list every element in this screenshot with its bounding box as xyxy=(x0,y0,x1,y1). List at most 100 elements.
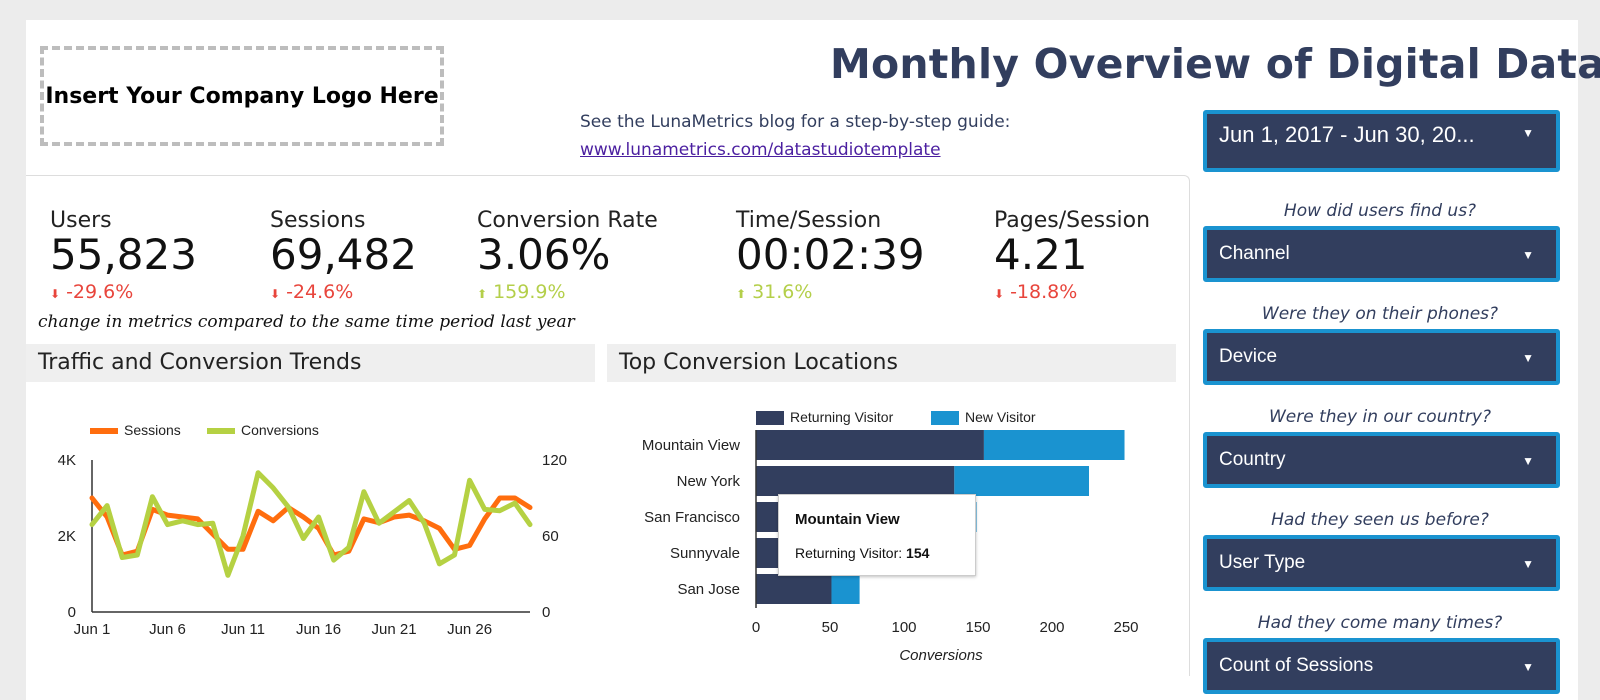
legend-returning-visitor[interactable]: Returning Visitor xyxy=(756,409,894,426)
x-tick-label: 0 xyxy=(752,619,760,636)
legend-label: Sessions xyxy=(124,422,181,438)
kpi-change: ⬇ -29.6% xyxy=(50,281,197,303)
x-tick-label: Jun 11 xyxy=(221,621,265,638)
filter-value: Country xyxy=(1219,449,1286,470)
tooltip-series: Returning Visitor: xyxy=(795,545,903,561)
filter-value: Device xyxy=(1219,346,1278,367)
chevron-down-icon: ▼ xyxy=(1522,351,1534,365)
chevron-down-icon: ▼ xyxy=(1522,557,1534,571)
kpi-value: 55,823 xyxy=(50,230,197,279)
channel-filter[interactable]: Channel ▼ xyxy=(1203,226,1560,282)
kpi-change: ⬆ 31.6% xyxy=(736,281,925,303)
kpi-users: Users 55,823 ⬇ -29.6% xyxy=(50,208,197,303)
kpi-label: Users xyxy=(50,208,112,233)
guide-text: See the LunaMetrics blog for a step-by-s… xyxy=(580,112,1011,132)
filter-value: Channel xyxy=(1219,243,1290,264)
locations-section-title: Top Conversion Locations xyxy=(607,344,1176,382)
kpi-change: ⬆ 159.9% xyxy=(477,281,658,303)
x-tick-label: 150 xyxy=(965,619,990,636)
category-label: Mountain View xyxy=(642,437,740,454)
legend-swatch xyxy=(207,428,235,435)
arrow-down-icon: ⬇ xyxy=(994,287,1005,301)
trends-line-chart[interactable]: 0 2K 4K 0 60 120 Jun 1 Jun 6 Jun 11 Jun 16 Jun 21 J… xyxy=(40,440,580,650)
filter-question: Were they in our country? xyxy=(1269,407,1491,427)
count-of-sessions-filter[interactable]: Count of Sessions ▼ xyxy=(1203,638,1560,694)
bar-returning-visitor xyxy=(756,574,832,604)
legend-new-visitor[interactable]: New Visitor xyxy=(931,409,1036,426)
kpi-pages-per-session: Pages/Session 4.21 ⬇ -18.8% xyxy=(994,208,1150,303)
bar-new-visitor xyxy=(954,466,1089,496)
bar-returning-visitor xyxy=(756,430,984,460)
kpi-conversion-rate: Conversion Rate 3.06% ⬆ 159.9% xyxy=(477,208,658,303)
y-right-tick-label: 0 xyxy=(542,604,550,621)
legend-label: Conversions xyxy=(241,422,319,438)
category-label: San Francisco xyxy=(644,509,740,526)
chevron-down-icon: ▼ xyxy=(1522,248,1534,262)
kpi-label: Pages/Session xyxy=(994,208,1151,233)
date-range-picker[interactable]: Jun 1, 2017 - Jun 30, 20... ▼ xyxy=(1203,110,1560,172)
kpi-change: ⬇ -24.6% xyxy=(270,281,417,303)
kpi-value: 69,482 xyxy=(270,230,417,279)
y-right-tick-label: 60 xyxy=(542,528,559,545)
filter-question: Had they seen us before? xyxy=(1271,510,1489,530)
bar-new-visitor xyxy=(983,430,1125,460)
kpi-change-value: -18.8% xyxy=(1010,281,1078,303)
chart-tooltip: Mountain View Returning Visitor: 154 xyxy=(778,494,976,576)
category-label: San Jose xyxy=(677,581,740,598)
chevron-down-icon: ▼ xyxy=(1522,126,1534,140)
legend-swatch xyxy=(931,411,959,426)
kpi-change-value: -29.6% xyxy=(66,281,134,303)
x-tick-label: Jun 1 xyxy=(74,621,111,638)
x-tick-label: Jun 6 xyxy=(149,621,186,638)
trends-section-title: Traffic and Conversion Trends xyxy=(26,344,595,382)
device-filter[interactable]: Device ▼ xyxy=(1203,329,1560,385)
page-title: Monthly Overview of Digital Data xyxy=(830,40,1600,88)
filter-question: Were they on their phones? xyxy=(1261,304,1499,324)
kpi-label: Sessions xyxy=(270,208,366,233)
kpi-time-per-session: Time/Session 00:02:39 ⬆ 31.6% xyxy=(736,208,925,303)
series-line-conversions xyxy=(89,470,533,578)
filter-question: Had they come many times? xyxy=(1257,613,1503,633)
x-tick-label: 50 xyxy=(822,619,839,636)
bar-returning-visitor xyxy=(756,466,955,496)
user-type-filter[interactable]: User Type ▼ xyxy=(1203,535,1560,591)
country-filter[interactable]: Country ▼ xyxy=(1203,432,1560,488)
legend-swatch xyxy=(756,411,784,426)
kpi-change-value: -24.6% xyxy=(286,281,354,303)
guide-link[interactable]: www.lunametrics.com/datastudiotemplate xyxy=(580,140,941,160)
guide-block: See the LunaMetrics blog for a step-by-s… xyxy=(580,108,1010,164)
logo-placeholder: Insert Your Company Logo Here xyxy=(40,46,444,146)
legend-swatch xyxy=(90,428,118,435)
y-right-tick-label: 120 xyxy=(542,452,567,469)
kpi-value: 4.21 xyxy=(994,230,1088,279)
legend-label: Returning Visitor xyxy=(790,409,894,425)
kpi-change-value: 31.6% xyxy=(752,281,813,303)
filter-value: Count of Sessions xyxy=(1219,655,1374,676)
kpi-change-value: 159.9% xyxy=(493,281,566,303)
y-left-tick-label: 2K xyxy=(58,528,76,545)
tooltip-title: Mountain View xyxy=(795,511,900,528)
chevron-down-icon: ▼ xyxy=(1522,454,1534,468)
legend-label: New Visitor xyxy=(965,409,1036,425)
arrow-down-icon: ⬇ xyxy=(50,287,61,301)
bar-new-visitor xyxy=(831,574,860,604)
x-tick-label: 250 xyxy=(1113,619,1138,636)
x-tick-label: 200 xyxy=(1039,619,1064,636)
x-tick-label: 100 xyxy=(891,619,916,636)
kpi-value: 00:02:39 xyxy=(736,230,925,279)
filter-value: User Type xyxy=(1219,552,1306,573)
x-tick-label: Jun 26 xyxy=(447,621,492,638)
y-left-tick-label: 0 xyxy=(68,604,76,621)
x-tick-label: Jun 16 xyxy=(296,621,341,638)
category-label: New York xyxy=(677,473,741,490)
x-axis-title: Conversions xyxy=(899,647,983,664)
arrow-up-icon: ⬆ xyxy=(477,287,488,301)
legend-sessions[interactable]: Sessions xyxy=(90,422,181,438)
chevron-down-icon: ▼ xyxy=(1522,660,1534,674)
kpi-label: Conversion Rate xyxy=(477,208,658,233)
kpi-sessions: Sessions 69,482 ⬇ -24.6% xyxy=(270,208,417,303)
x-tick-label: Jun 21 xyxy=(372,621,417,638)
arrow-up-icon: ⬆ xyxy=(736,287,747,301)
arrow-down-icon: ⬇ xyxy=(270,287,281,301)
legend-conversions[interactable]: Conversions xyxy=(207,422,319,438)
